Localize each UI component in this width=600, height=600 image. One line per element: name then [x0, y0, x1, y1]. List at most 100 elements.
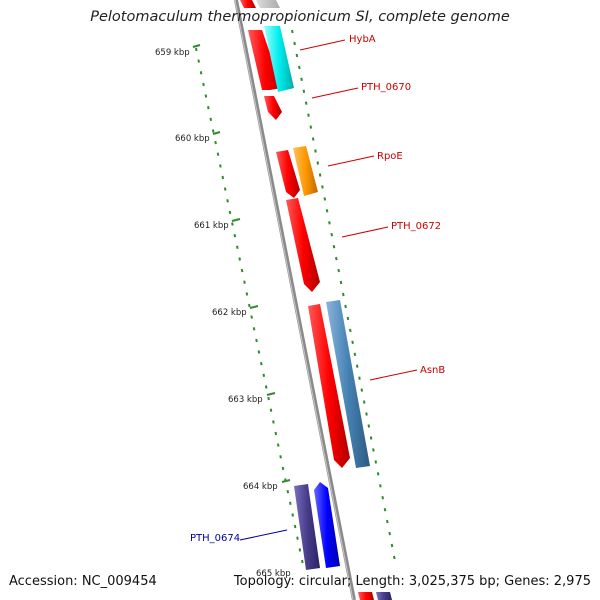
- ruler-right-dash: [302, 89, 306, 93]
- ruler-right-dash: [344, 304, 347, 309]
- gene-pth-0670: [264, 96, 282, 120]
- ruler-major-tick-660: [212, 131, 221, 135]
- gene-red-hyba-left: [248, 30, 282, 90]
- ruler-right-dash: [379, 484, 382, 488]
- gene-label-pth-0670: PTH_0670: [361, 82, 411, 93]
- ruler-left-dash: [274, 431, 278, 436]
- ruler-right-dash: [369, 436, 373, 440]
- ruler-right-dash: [372, 448, 375, 452]
- ruler-right-dash: [300, 77, 303, 81]
- ruler-major-tick-661: [231, 218, 241, 222]
- ruler-left-dash: [233, 234, 237, 238]
- ruler-left-dash: [298, 548, 302, 552]
- ruler-left-dash: [216, 152, 220, 156]
- ruler-right-dash: [353, 352, 357, 356]
- ruler-right-dash: [325, 209, 329, 213]
- ruler-left-dash: [223, 187, 227, 191]
- ruler-left-dash: [250, 315, 253, 319]
- ruler-left-dash: [264, 385, 268, 389]
- gene-label-rpoe: RpoE: [377, 151, 403, 162]
- ruler-right-dash: [307, 113, 310, 117]
- ruler-left-dash: [262, 373, 266, 377]
- ruler-right-dash: [328, 221, 331, 225]
- gene-label-hyba: HybA: [349, 34, 376, 45]
- ruler-left-dash: [260, 362, 263, 366]
- gene-bottom-slate-partial: [376, 592, 392, 600]
- ruler-right-dash: [323, 197, 327, 201]
- ruler-right-dash: [383, 508, 387, 512]
- ruler-right-dash: [367, 424, 371, 428]
- gene-red-rpoe-left: [276, 150, 300, 198]
- ruler-right-dash: [349, 328, 352, 333]
- ruler-left-dash: [238, 257, 241, 261]
- ruler-left-dash: [226, 199, 229, 203]
- ruler-left-dash: [214, 140, 217, 145]
- ruler-left-dash: [231, 222, 234, 226]
- gene-rpoe: [293, 146, 318, 196]
- ruler-right-dash: [316, 161, 320, 165]
- gene-label-pth-0674: PTH_0674: [190, 533, 240, 544]
- ruler-left-dash: [291, 513, 294, 517]
- ruler-right-dash: [381, 496, 384, 500]
- gene-blue-right: [314, 482, 340, 568]
- ruler-right-dash: [311, 137, 315, 141]
- ruler-left-dash: [281, 466, 285, 471]
- ruler-right-dash: [342, 292, 345, 297]
- ruler-label-662: 662 kbp: [212, 308, 247, 318]
- ruler-left-dash: [279, 455, 282, 459]
- ruler-left-dash: [207, 106, 210, 110]
- ruler-left-dash: [267, 396, 270, 401]
- ruler-left-dash: [236, 245, 239, 249]
- leader-rpoe: [327, 155, 375, 167]
- gene-red-asnb-left: [308, 304, 350, 468]
- ruler-left-dash: [293, 524, 297, 529]
- ruler-right-dash: [358, 376, 361, 380]
- ruler-label-663: 663 kbp: [228, 395, 263, 405]
- ruler-left-dash: [286, 490, 290, 494]
- ruler-left-dash: [296, 536, 299, 540]
- ruler-left-dash: [228, 210, 232, 215]
- ruler-label-661: 661 kbp: [194, 221, 229, 231]
- ruler-right-dash: [365, 412, 368, 416]
- ruler-right-dash: [355, 364, 359, 368]
- ruler-right-dash: [335, 256, 338, 261]
- gene-asnb: [326, 300, 370, 468]
- accession-text: Accession: NC_009454: [9, 574, 157, 589]
- leader-pth-0674: [239, 529, 288, 541]
- ruler-label-659: 659 kbp: [155, 48, 190, 58]
- ruler-left-dash: [199, 71, 203, 75]
- ruler-left-dash: [197, 59, 200, 63]
- genome-backbone-highlight: [234, 0, 354, 600]
- ruler-left-dash: [202, 82, 205, 87]
- ruler-labels: 659 kbp 660 kbp 661 kbp 662 kbp 663 kbp …: [155, 44, 291, 579]
- ruler-label-665: 665 kbp: [256, 569, 291, 579]
- ruler-right-dash: [321, 185, 324, 189]
- ruler-left-dash: [243, 280, 246, 284]
- ruler-right-dash: [362, 400, 366, 404]
- leader-asnb: [369, 369, 418, 381]
- ruler-right-dash: [298, 65, 301, 70]
- ruler-right-dash: [374, 460, 378, 464]
- ruler-right-dash: [337, 268, 340, 273]
- ruler-left-dash: [255, 338, 258, 343]
- gene-pth-0672: [286, 198, 320, 292]
- ruler-left-dash: [240, 268, 244, 273]
- ruler-right-dash: [318, 173, 322, 177]
- ruler-left-dash: [289, 501, 292, 505]
- genome-stats-text: Topology: circular; Length: 3,025,375 bp…: [233, 574, 591, 589]
- ruler-left-dash: [204, 94, 208, 98]
- gene-pth-0674: [294, 484, 320, 570]
- ruler-right-dash: [309, 125, 313, 129]
- ruler-left-dash: [248, 303, 251, 308]
- ruler-right-dash: [304, 101, 308, 105]
- ruler-right-dash: [346, 316, 350, 321]
- ruler-right-dash: [293, 41, 296, 46]
- ruler-left-dash: [211, 129, 215, 133]
- ruler-left-dash: [252, 327, 256, 331]
- ruler-right-dash: [351, 340, 354, 344]
- ruler-right-dash: [360, 388, 364, 392]
- ruler-left-dash: [209, 117, 213, 121]
- ruler-major-tick-663: [266, 392, 276, 396]
- gene-label-asnb: AsnB: [420, 365, 445, 376]
